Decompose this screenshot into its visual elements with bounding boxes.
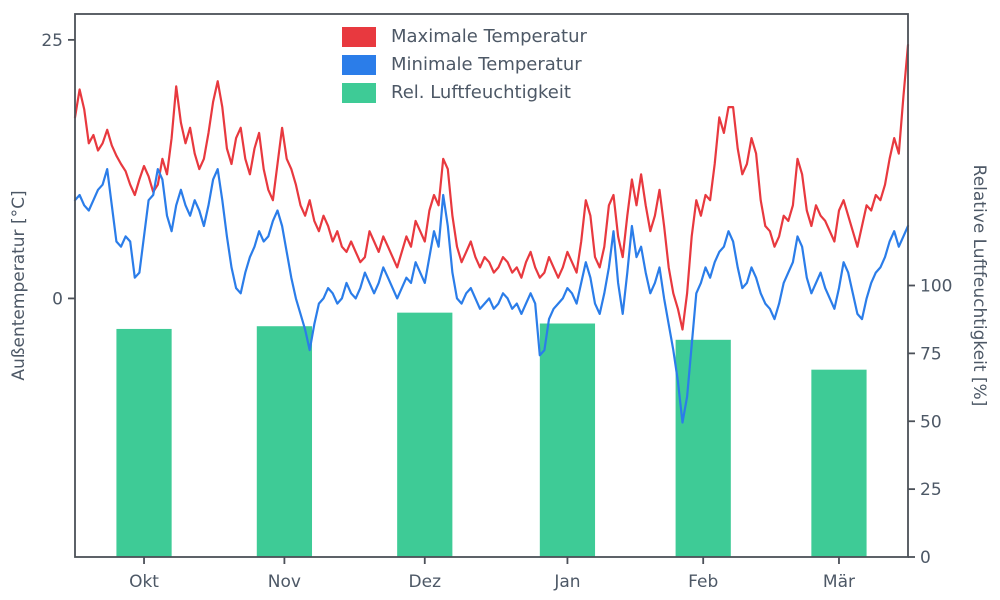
- humidity-bar: [675, 339, 731, 557]
- legend-item-humidity: Rel. Luftfeuchtigkeit: [342, 82, 587, 103]
- left-tick-label: 0: [52, 289, 63, 309]
- legend-swatch-max-temp: [342, 26, 376, 47]
- x-tick-label-mär: Mär: [823, 572, 855, 592]
- left-tick-label: 25: [41, 31, 63, 51]
- x-tick-label-jan: Jan: [553, 572, 580, 592]
- legend-label-min-temp: Minimale Temperatur: [391, 54, 582, 75]
- legend-swatch-humidity: [342, 82, 376, 103]
- left-axis-label: Außentemperatur [°C]: [9, 190, 29, 380]
- humidity-bar: [811, 369, 867, 557]
- humidity-bar: [256, 326, 313, 557]
- x-tick-label-nov: Nov: [268, 572, 301, 592]
- humidity-bar: [397, 312, 453, 557]
- right-axis-label: Relative Luftfeuchtigkeit [%]: [969, 165, 989, 407]
- legend-item-min-temp: Minimale Temperatur: [342, 54, 587, 75]
- right-tick-label: 0: [920, 548, 931, 568]
- right-tick-label: 50: [920, 412, 942, 432]
- max-temp-line: [73, 43, 910, 331]
- min-temp-line: [73, 168, 910, 424]
- right-tick-label: 75: [920, 344, 942, 364]
- humidity-bar: [116, 328, 172, 557]
- humidity-bar: [539, 323, 596, 557]
- legend-label-max-temp: Maximale Temperatur: [391, 26, 587, 47]
- legend-label-humidity: Rel. Luftfeuchtigkeit: [391, 82, 571, 103]
- legend-swatch-min-temp: [342, 54, 376, 75]
- x-tick-label-okt: Okt: [129, 572, 159, 592]
- legend-item-max-temp: Maximale Temperatur: [342, 26, 587, 47]
- x-tick-label-dez: Dez: [409, 572, 442, 592]
- right-tick-label: 100: [920, 277, 952, 297]
- chart-legend: Maximale Temperatur Minimale Temperatur …: [342, 26, 587, 103]
- x-tick-label-feb: Feb: [688, 572, 718, 592]
- right-tick-label: 25: [920, 480, 942, 500]
